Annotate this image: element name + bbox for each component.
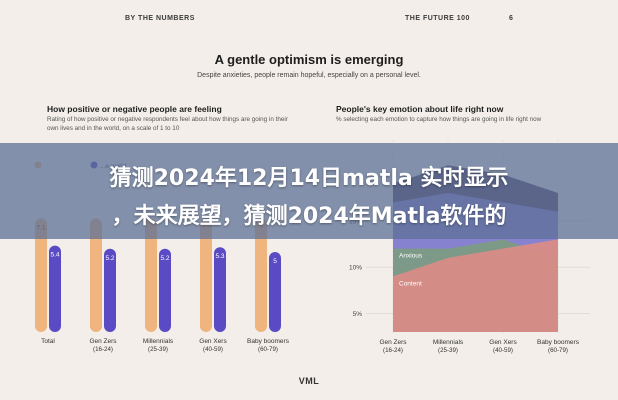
right-chart-title: People's key emotion about life right no… <box>336 104 504 114</box>
data-label-1-2: 5.2 <box>160 255 169 262</box>
page-number: 6 <box>509 15 514 22</box>
header-left-label: BY THE NUMBERS <box>125 15 195 22</box>
category-label-3: Gen Xers <box>199 338 227 345</box>
bar-1-2 <box>159 248 171 332</box>
left-chart-title: How positive or negative people are feel… <box>47 104 222 114</box>
category-label-4: Baby boomers <box>247 338 290 345</box>
data-label-1-4: 5 <box>273 258 277 265</box>
banner-title-line-1: 猜测2024年12月14日matla 实时显示 <box>109 166 509 191</box>
area-category-sublabel-0: (16-24) <box>383 347 403 354</box>
page-title: A gentle optimism is emerging <box>214 52 404 67</box>
vml-logo: VML <box>298 376 320 386</box>
page-subtitle: Despite anxieties, people remain hopeful… <box>197 72 421 79</box>
data-label-1-0: 5.4 <box>50 252 59 259</box>
bar-1-3 <box>214 247 226 332</box>
data-label-1-3: 5.3 <box>215 253 224 260</box>
area-category-sublabel-1: (25-39) <box>438 347 458 354</box>
series-label-3: Content <box>399 280 422 287</box>
header-right-label: THE FUTURE 100 <box>405 15 470 22</box>
bar-0-2 <box>145 218 157 332</box>
category-label-1: Gen Zers <box>89 338 117 345</box>
overlay-banner <box>0 143 618 239</box>
bar-1-1 <box>104 248 116 332</box>
area-category-sublabel-2: (40-59) <box>493 347 513 354</box>
category-label-0: Total <box>41 338 55 345</box>
bar-0-1 <box>90 218 102 332</box>
area-category-label-1: Millennials <box>433 339 464 346</box>
area-series-3 <box>393 239 558 332</box>
left-chart-description: Rating of how positive or negative respo… <box>47 116 288 132</box>
y-tick-label-0: 5% <box>353 311 363 318</box>
area-category-label-0: Gen Zers <box>379 339 407 346</box>
bar-1-0 <box>49 245 61 332</box>
category-sublabel-3: (40-59) <box>203 346 223 353</box>
category-sublabel-1: (16-24) <box>93 346 113 353</box>
category-label-2: Millennials <box>143 338 174 345</box>
bar-1-4 <box>269 252 281 332</box>
area-category-sublabel-3: (60-79) <box>548 347 568 354</box>
area-category-label-3: Baby boomers <box>537 339 580 346</box>
y-tick-label-1: 10% <box>349 265 362 272</box>
category-sublabel-4: (60-79) <box>258 346 278 353</box>
area-category-label-2: Gen Xers <box>489 339 517 346</box>
bar-0-4 <box>255 218 267 332</box>
bar-0-3 <box>200 218 212 332</box>
series-label-2: Anxious <box>399 253 423 260</box>
banner-title-line-2: ，未来展望，猜测2024年Matla软件的 <box>111 204 507 229</box>
right-chart-description: % selecting each emotion to capture how … <box>336 116 542 123</box>
category-sublabel-2: (25-39) <box>148 346 168 353</box>
data-label-1-1: 5.2 <box>105 255 114 262</box>
bar-0-0 <box>35 218 47 332</box>
